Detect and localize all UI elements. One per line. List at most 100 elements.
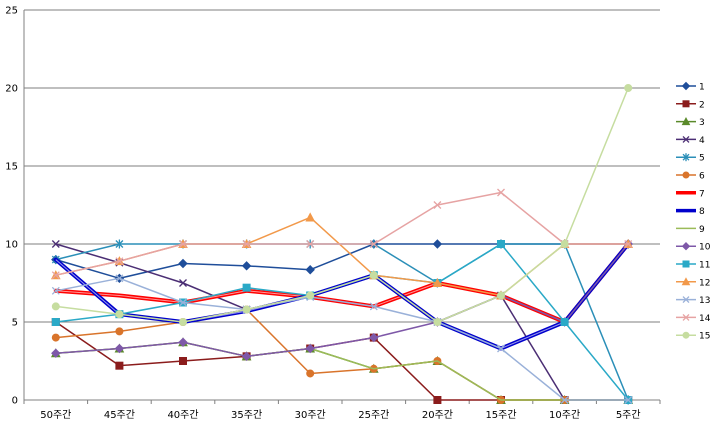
data-point (497, 240, 505, 248)
y-tick-label: 5 (12, 318, 18, 329)
data-point (178, 258, 188, 269)
data-point (242, 240, 251, 248)
data-point (433, 201, 442, 209)
data-point-stroke (179, 240, 187, 248)
data-point-stroke (369, 240, 378, 248)
data-point (681, 241, 691, 251)
data-point (560, 396, 569, 404)
data-point (624, 396, 633, 404)
legend-item-3: 3 (676, 117, 705, 128)
legend-label: 8 (699, 207, 705, 217)
data-point-stroke (369, 302, 378, 311)
data-point (115, 361, 124, 370)
data-point (681, 117, 691, 126)
legend-label: 11 (699, 261, 710, 271)
data-point (115, 257, 124, 266)
data-point-stroke (306, 240, 315, 248)
data-point (560, 318, 569, 326)
data-point (178, 337, 188, 347)
y-tick-label: 20 (5, 84, 18, 95)
legend-label: 7 (699, 189, 705, 199)
legend-label: 9 (699, 225, 705, 235)
legend-item-2: 2 (676, 100, 705, 110)
legend-label: 12 (699, 278, 710, 288)
legend-item-13: 13 (676, 296, 710, 306)
legend-item-8: 8 (676, 207, 705, 217)
data-point (433, 396, 442, 404)
data-point-stroke (682, 135, 690, 143)
data-point (242, 283, 251, 292)
data-point (306, 369, 315, 378)
legend-item-1: 1 (676, 81, 705, 93)
legend-item-6: 6 (676, 171, 705, 182)
legend-label: 14 (699, 314, 711, 324)
data-point (51, 333, 60, 342)
series-line (55, 87, 629, 323)
data-point (241, 261, 252, 271)
data-point (624, 240, 633, 248)
data-point (369, 271, 378, 280)
data-point-stroke (624, 240, 633, 248)
series-6 (51, 305, 633, 404)
x-tick-label: 10주간 (549, 409, 580, 421)
legend-label: 1 (699, 83, 705, 93)
legend-label: 3 (699, 118, 705, 128)
data-point (305, 343, 315, 354)
data-point (115, 310, 124, 319)
data-point (306, 291, 315, 300)
data-point-stroke (682, 296, 690, 304)
series-line (55, 191, 629, 276)
data-point (114, 343, 125, 354)
legend-label: 10 (699, 243, 711, 253)
data-point (51, 286, 60, 295)
x-tick-label: 5주간 (616, 409, 641, 421)
data-point (497, 188, 505, 197)
data-point (624, 84, 633, 92)
y-tick-label: 25 (5, 6, 18, 17)
data-point-stroke (560, 396, 569, 404)
data-point (51, 302, 60, 311)
data-point (115, 239, 124, 249)
x-tick-label: 50주간 (40, 409, 71, 421)
legend-item-11: 11 (676, 260, 710, 271)
legend-label: 2 (699, 100, 705, 110)
data-point-stroke (51, 240, 60, 248)
data-point-stroke (179, 298, 187, 307)
data-point (115, 327, 124, 336)
data-point-stroke (497, 188, 505, 197)
data-point (682, 313, 690, 321)
series-line (55, 277, 629, 401)
y-tick-label: 0 (12, 396, 18, 407)
data-point (497, 344, 505, 353)
y-axis: 0 5 10 15 20 25 (5, 6, 25, 407)
x-tick-label: 30주간 (295, 409, 326, 421)
data-point (51, 240, 60, 248)
data-point (432, 239, 443, 249)
data-point (369, 240, 378, 248)
data-point-stroke (51, 271, 60, 280)
data-point (306, 240, 315, 248)
data-point (369, 302, 378, 311)
data-point (560, 240, 569, 248)
data-point-stroke (682, 313, 690, 321)
x-tick-label: 20주간 (422, 409, 453, 421)
data-point (369, 332, 379, 343)
gridlines (24, 9, 660, 401)
legend-label: 15 (699, 332, 710, 342)
series-line (55, 308, 629, 401)
data-point (682, 135, 690, 143)
data-point (115, 274, 124, 283)
data-point-stroke (115, 257, 124, 266)
legend-item-14: 14 (676, 314, 711, 324)
data-point (305, 212, 316, 222)
legend-item-5: 5 (676, 153, 705, 164)
data-point-stroke (624, 396, 633, 404)
data-point (179, 298, 187, 307)
series-line (55, 321, 629, 401)
series-line (55, 243, 629, 358)
data-point (433, 318, 442, 326)
data-point (682, 171, 690, 179)
x-axis: 50주간 45주간 40주간 35주간 30주간 25주간 20주간 15주간 10주간 5주간 (23, 400, 661, 421)
